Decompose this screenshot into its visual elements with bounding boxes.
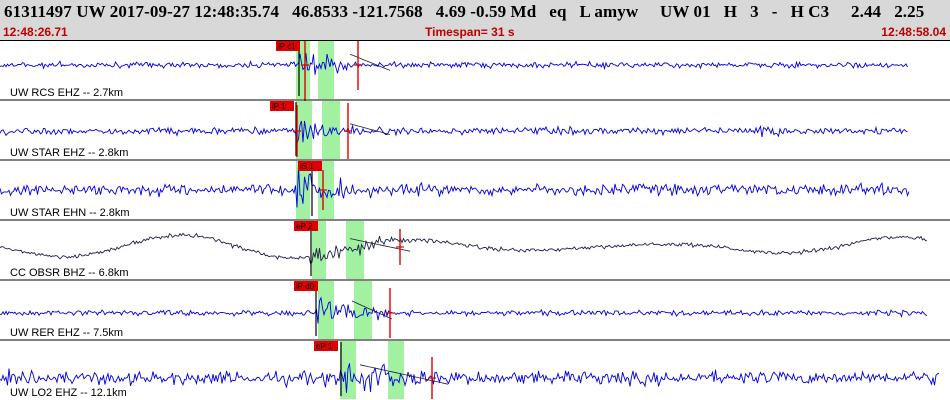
station-label: UW RER EHZ -- 7.5km xyxy=(10,327,123,339)
coda-envelope xyxy=(349,123,391,135)
pick-label-box[interactable] xyxy=(294,221,318,231)
waveform-trace xyxy=(0,363,940,393)
station-label: UW LO2 EHZ -- 12.1km xyxy=(10,387,127,399)
pick-label-box[interactable] xyxy=(276,41,300,51)
event-header: 61311497 UW 2017-09-27 12:48:35.74 46.85… xyxy=(0,0,950,40)
station-label: UW RCS EHZ -- 2.7km xyxy=(10,87,123,99)
pick-label: eP 2 xyxy=(296,222,313,231)
waveform-trace xyxy=(0,53,908,75)
station-label: UW STAR EHN -- 2.8km xyxy=(10,207,130,219)
trace-row[interactable]: iP d0 UW RER EHZ -- 7.5km xyxy=(0,279,950,339)
pick-label-box[interactable] xyxy=(298,161,322,171)
time-window-band xyxy=(322,101,340,159)
time-window-band xyxy=(296,161,310,219)
time-window-band xyxy=(388,341,404,399)
seismogram-panel[interactable]: iP c1 UW RCS EHZ -- 2.7km iP 1 UW STAR EHZ … xyxy=(0,40,950,400)
trace-row[interactable]: iS 1 UW STAR EHN -- 2.8km xyxy=(0,159,950,219)
waveform-trace xyxy=(0,232,928,265)
waveform-trace xyxy=(0,296,928,324)
end-time-label: 12:48:58.04 xyxy=(881,25,946,39)
trace-row[interactable]: iP 1 UW STAR EHZ -- 2.8km xyxy=(0,99,950,159)
pick-label-box[interactable] xyxy=(270,101,294,111)
timespan-label: Timespan= 31 s xyxy=(425,25,515,39)
pick-label-box[interactable] xyxy=(314,341,338,351)
trace-row[interactable]: iP c1 UW RCS EHZ -- 2.7km xyxy=(0,40,908,101)
pick-label: iS 1 xyxy=(300,162,314,171)
time-window-band xyxy=(318,41,334,99)
event-summary-line: 61311497 UW 2017-09-27 12:48:35.74 46.85… xyxy=(4,2,925,21)
pick-label: eP 1 xyxy=(316,342,333,351)
coda-envelope xyxy=(359,364,449,385)
pick-label: iP d0 xyxy=(296,282,315,291)
waveform-trace xyxy=(0,120,908,144)
waveform-trace xyxy=(0,165,910,208)
time-axis-bar: 12:48:26.71 Timespan= 31 s 12:48:58.04 xyxy=(0,24,950,40)
trace-row[interactable]: eP 2 CC OBSR BHZ -- 6.8km xyxy=(0,219,950,279)
pick-label: iP c1 xyxy=(278,42,296,51)
pick-label: iP 1 xyxy=(272,102,286,111)
time-window-band xyxy=(346,221,364,279)
trace-row[interactable]: eP 1 UW LO2 EHZ -- 12.1km xyxy=(0,339,950,399)
station-label: UW STAR EHZ -- 2.8km xyxy=(10,147,128,159)
start-time-label: 12:48:26.71 xyxy=(3,25,68,39)
station-label: CC OBSR BHZ -- 6.8km xyxy=(10,267,129,279)
pick-label-box[interactable] xyxy=(294,281,318,291)
coda-envelope xyxy=(351,300,393,320)
time-window-band xyxy=(354,281,372,339)
coda-envelope xyxy=(349,53,391,71)
